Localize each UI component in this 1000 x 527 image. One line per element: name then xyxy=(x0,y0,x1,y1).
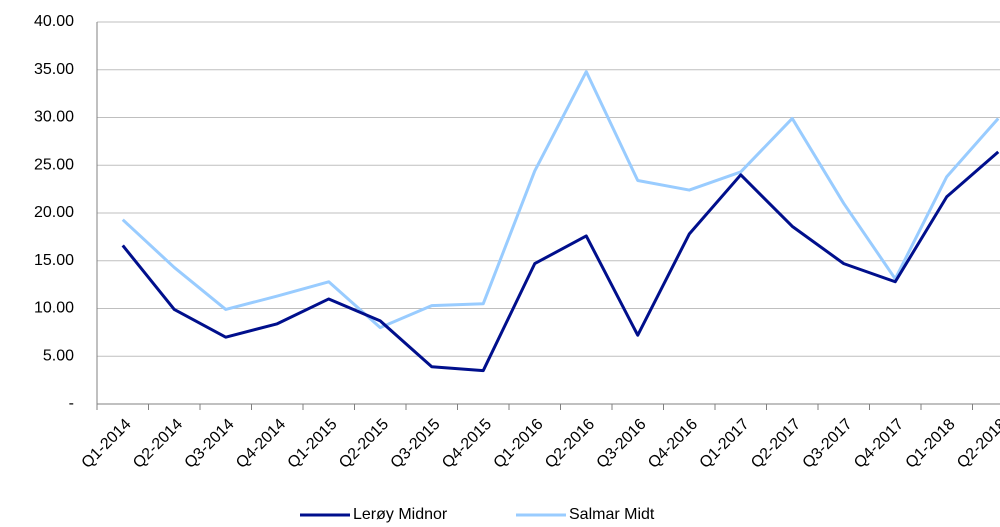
line xyxy=(121,70,1000,330)
y-tick-label: 20.00 xyxy=(34,204,74,221)
x-tick-label: Q2-2014 xyxy=(130,416,186,472)
x-tick-label: Q3-2016 xyxy=(594,416,650,472)
x-tick-label: Q1-2016 xyxy=(491,416,547,472)
x-tick-label: Q1-2017 xyxy=(697,416,753,472)
y-tick-label: 40.00 xyxy=(34,13,74,30)
x-tick-label: Q1-2014 xyxy=(79,416,135,472)
x-tick-label: Q4-2015 xyxy=(439,416,495,472)
x-tick-label: Q2-2015 xyxy=(336,416,392,472)
line xyxy=(121,150,1000,373)
y-tick-label: 25.00 xyxy=(34,156,74,173)
x-tick-label: Q4-2016 xyxy=(645,416,701,472)
y-tick-label: 15.00 xyxy=(34,252,74,269)
x-tick-label: Q2-2017 xyxy=(748,416,804,472)
x-tick-label: Q3-2015 xyxy=(388,416,444,472)
x-tick-label: Q2-2016 xyxy=(542,416,598,472)
y-tick-label: 5.00 xyxy=(43,347,74,364)
x-tick-label: Q1-2015 xyxy=(285,416,341,472)
y-tick-label: 30.00 xyxy=(34,109,74,126)
legend-label: Lerøy Midnor xyxy=(353,506,448,523)
x-tick-label: Q4-2017 xyxy=(851,416,907,472)
x-tick-label: Q2-2018 xyxy=(954,416,1000,472)
x-tick-label: Q3-2017 xyxy=(800,416,856,472)
y-tick-label: 35.00 xyxy=(34,61,74,78)
x-tick-label: Q3-2014 xyxy=(182,416,238,472)
y-tick-label: 10.00 xyxy=(34,300,74,317)
y-tick-label: - xyxy=(69,395,74,412)
x-tick-label: Q4-2014 xyxy=(233,416,289,472)
x-tick-label: Q1-2018 xyxy=(903,416,959,472)
legend-label: Salmar Midt xyxy=(569,506,655,523)
